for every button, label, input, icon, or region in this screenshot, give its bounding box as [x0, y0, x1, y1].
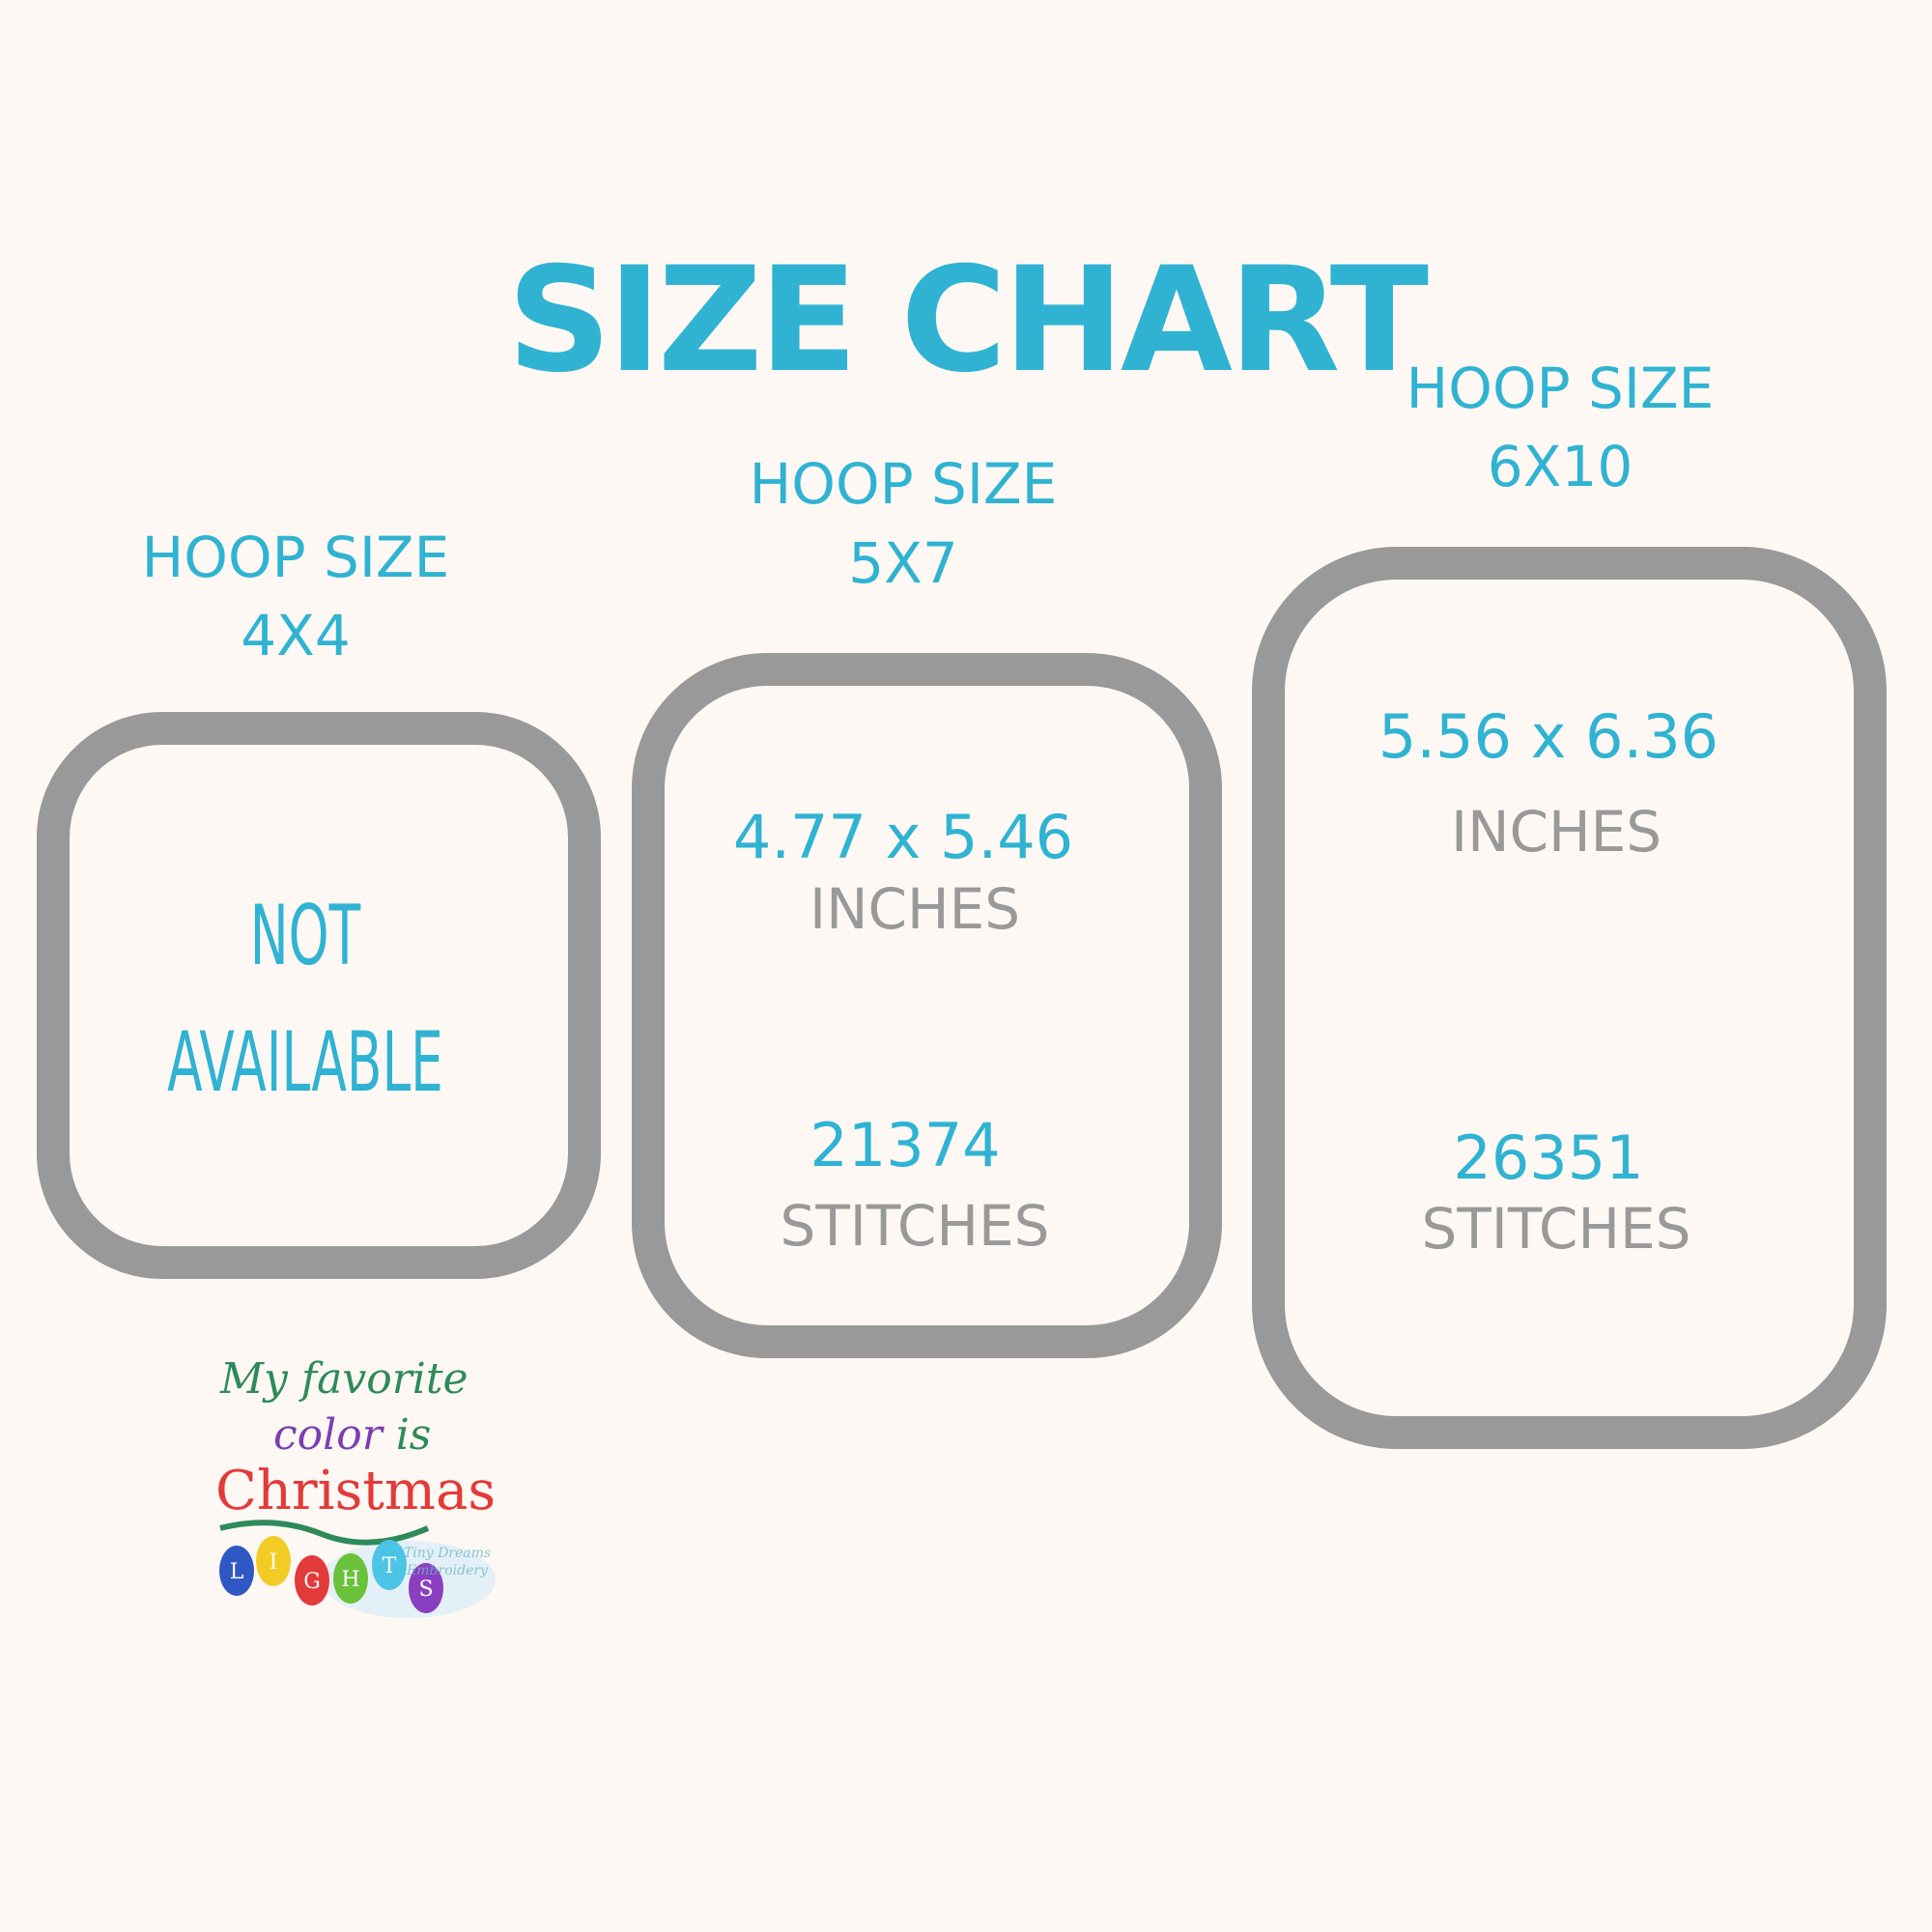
hoop-label-6x10: HOOP SIZE — [1406, 355, 1715, 421]
svg-text:Tiny Dreams: Tiny Dreams — [404, 1546, 491, 1561]
svg-text:color is: color is — [273, 1410, 431, 1460]
hoop-frame-4x4 — [37, 712, 601, 1279]
not-available-text-2: AVAILABLE — [167, 1014, 443, 1111]
svg-text:G: G — [303, 1570, 321, 1594]
stitch-unit-5x7: STITCHES — [780, 1193, 1050, 1259]
svg-text:H: H — [341, 1568, 359, 1592]
hoop-size-5x7: 5X7 — [848, 530, 958, 596]
page-title: SIZE CHART — [506, 237, 1429, 405]
stitch-unit-6x10: STITCHES — [1421, 1196, 1691, 1262]
hoop-label-5x7: HOOP SIZE — [749, 451, 1058, 517]
dimensions-6x10: 5.56 x 6.36 — [1378, 701, 1719, 772]
stitches-5x7: 21374 — [810, 1110, 1001, 1180]
hoop-frame-5x7 — [632, 653, 1222, 1358]
stitches-6x10: 26351 — [1453, 1122, 1644, 1193]
dim-unit-5x7: INCHES — [809, 876, 1021, 942]
dimensions-5x7: 4.77 x 5.46 — [732, 802, 1074, 872]
hoop-label-4x4: HOOP SIZE — [141, 525, 450, 590]
svg-text:I: I — [270, 1550, 278, 1575]
svg-text:T: T — [383, 1554, 397, 1578]
svg-text:Embroidery: Embroidery — [406, 1563, 489, 1578]
design-preview-logo: My favorite color is Christmas L I G H T… — [215, 1343, 515, 1633]
svg-text:My favorite: My favorite — [219, 1354, 469, 1404]
svg-text:S: S — [418, 1577, 433, 1602]
hoop-frame-6x10 — [1252, 547, 1887, 1449]
hoop-size-6x10: 6X10 — [1487, 434, 1634, 499]
hoop-size-4x4: 4X4 — [241, 603, 351, 668]
not-available-text: NOT — [249, 888, 361, 984]
svg-text:Christmas: Christmas — [215, 1460, 496, 1522]
dim-unit-6x10: INCHES — [1450, 799, 1662, 865]
svg-text:L: L — [230, 1560, 244, 1584]
